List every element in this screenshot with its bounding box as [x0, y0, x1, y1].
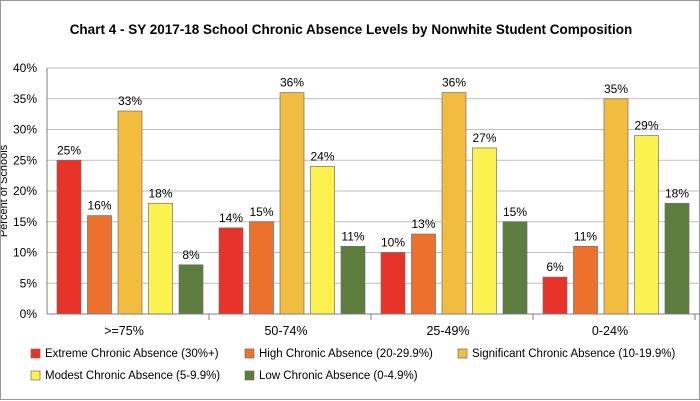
bar: [279, 92, 305, 315]
bar: [573, 246, 598, 315]
bar-value-label: 29%: [634, 119, 658, 133]
bar-value-label: 11%: [341, 229, 364, 243]
bar-value-label: 11%: [574, 229, 597, 243]
x-category-label: >=75%: [104, 324, 144, 338]
bar-value-label: 27%: [472, 131, 496, 145]
y-tick-label: 15%: [13, 215, 37, 229]
legend-label: Modest Chronic Absence (5-9.9%): [45, 370, 220, 382]
bar: [411, 233, 436, 315]
bar-value-label: 24%: [310, 149, 334, 163]
bar-value-label: 15%: [249, 205, 273, 219]
y-tick-label: 5%: [20, 276, 38, 290]
bar: [87, 215, 112, 315]
legend-label: Extreme Chronic Absence (30%+): [45, 348, 219, 360]
y-tick-label: 0%: [20, 307, 38, 321]
legend-label: Low Chronic Absence (0-4.9%): [259, 370, 418, 382]
bar: [603, 98, 629, 315]
y-tick-label: 20%: [13, 184, 37, 198]
legend-swatch: [30, 348, 41, 359]
bar-value-label: 16%: [87, 199, 111, 213]
bar: [340, 246, 366, 315]
bar: [310, 166, 335, 315]
bar: [380, 252, 406, 315]
x-category-label: 25-49%: [426, 324, 469, 338]
data-labels: 25% 16% 33% 18% 8% 14% 15% 36% 24% 11% 10% 13% 36% 27…: [57, 76, 689, 275]
bar: [178, 264, 204, 315]
bar: [664, 202, 690, 315]
bar-value-label: 18%: [148, 186, 172, 200]
x-category-label: 0-24%: [592, 324, 628, 338]
legend-label: Significant Chronic Absence (10-19.9%): [472, 348, 675, 360]
y-tick-label: 10%: [13, 246, 37, 260]
bar: [634, 135, 659, 315]
bar-value-label: 35%: [604, 82, 628, 96]
axes: 0% 5% 10% 15% 20% 25% 30% 35% 40% >=75% 50-74% 25-4…: [13, 61, 700, 338]
legend-swatch: [244, 370, 255, 381]
bar: [218, 227, 244, 315]
bar-value-label: 6%: [546, 260, 564, 274]
bar: [117, 110, 143, 315]
bar-value-label: 25%: [57, 143, 81, 157]
bar-value-label: 15%: [503, 205, 527, 219]
legend-swatch: [30, 370, 41, 381]
x-category-label: 50-74%: [264, 324, 307, 338]
chart-title: Chart 4 - SY 2017-18 School Chronic Abse…: [70, 22, 633, 37]
legend-swatch: [457, 348, 468, 359]
bar: [148, 202, 173, 315]
bar-value-label: 8%: [182, 248, 200, 262]
bar: [502, 221, 528, 315]
y-tick-label: 30%: [13, 123, 37, 137]
bar: [542, 276, 568, 315]
y-tick-label: 35%: [13, 92, 37, 106]
bar: [472, 147, 497, 315]
legend-swatch: [244, 348, 255, 359]
bar: [441, 92, 467, 315]
bar: [56, 159, 82, 315]
bar-value-label: 14%: [219, 211, 243, 225]
bar-value-label: 13%: [411, 217, 435, 231]
bar-value-label: 36%: [280, 76, 304, 90]
gridlines: [47, 67, 700, 284]
bar: [249, 221, 274, 315]
y-tick-label: 40%: [13, 61, 37, 75]
bars: [56, 92, 690, 315]
legend: Extreme Chronic Absence (30%+) High Chron…: [30, 348, 675, 382]
legend-label: High Chronic Absence (20-29.9%): [259, 348, 433, 360]
bar-value-label: 18%: [665, 186, 689, 200]
bar-value-label: 36%: [442, 76, 466, 90]
y-tick-label: 25%: [13, 153, 37, 167]
bar-value-label: 10%: [381, 236, 405, 250]
bar-value-label: 33%: [118, 94, 142, 108]
y-axis-label: Percent of Schools: [1, 144, 10, 237]
